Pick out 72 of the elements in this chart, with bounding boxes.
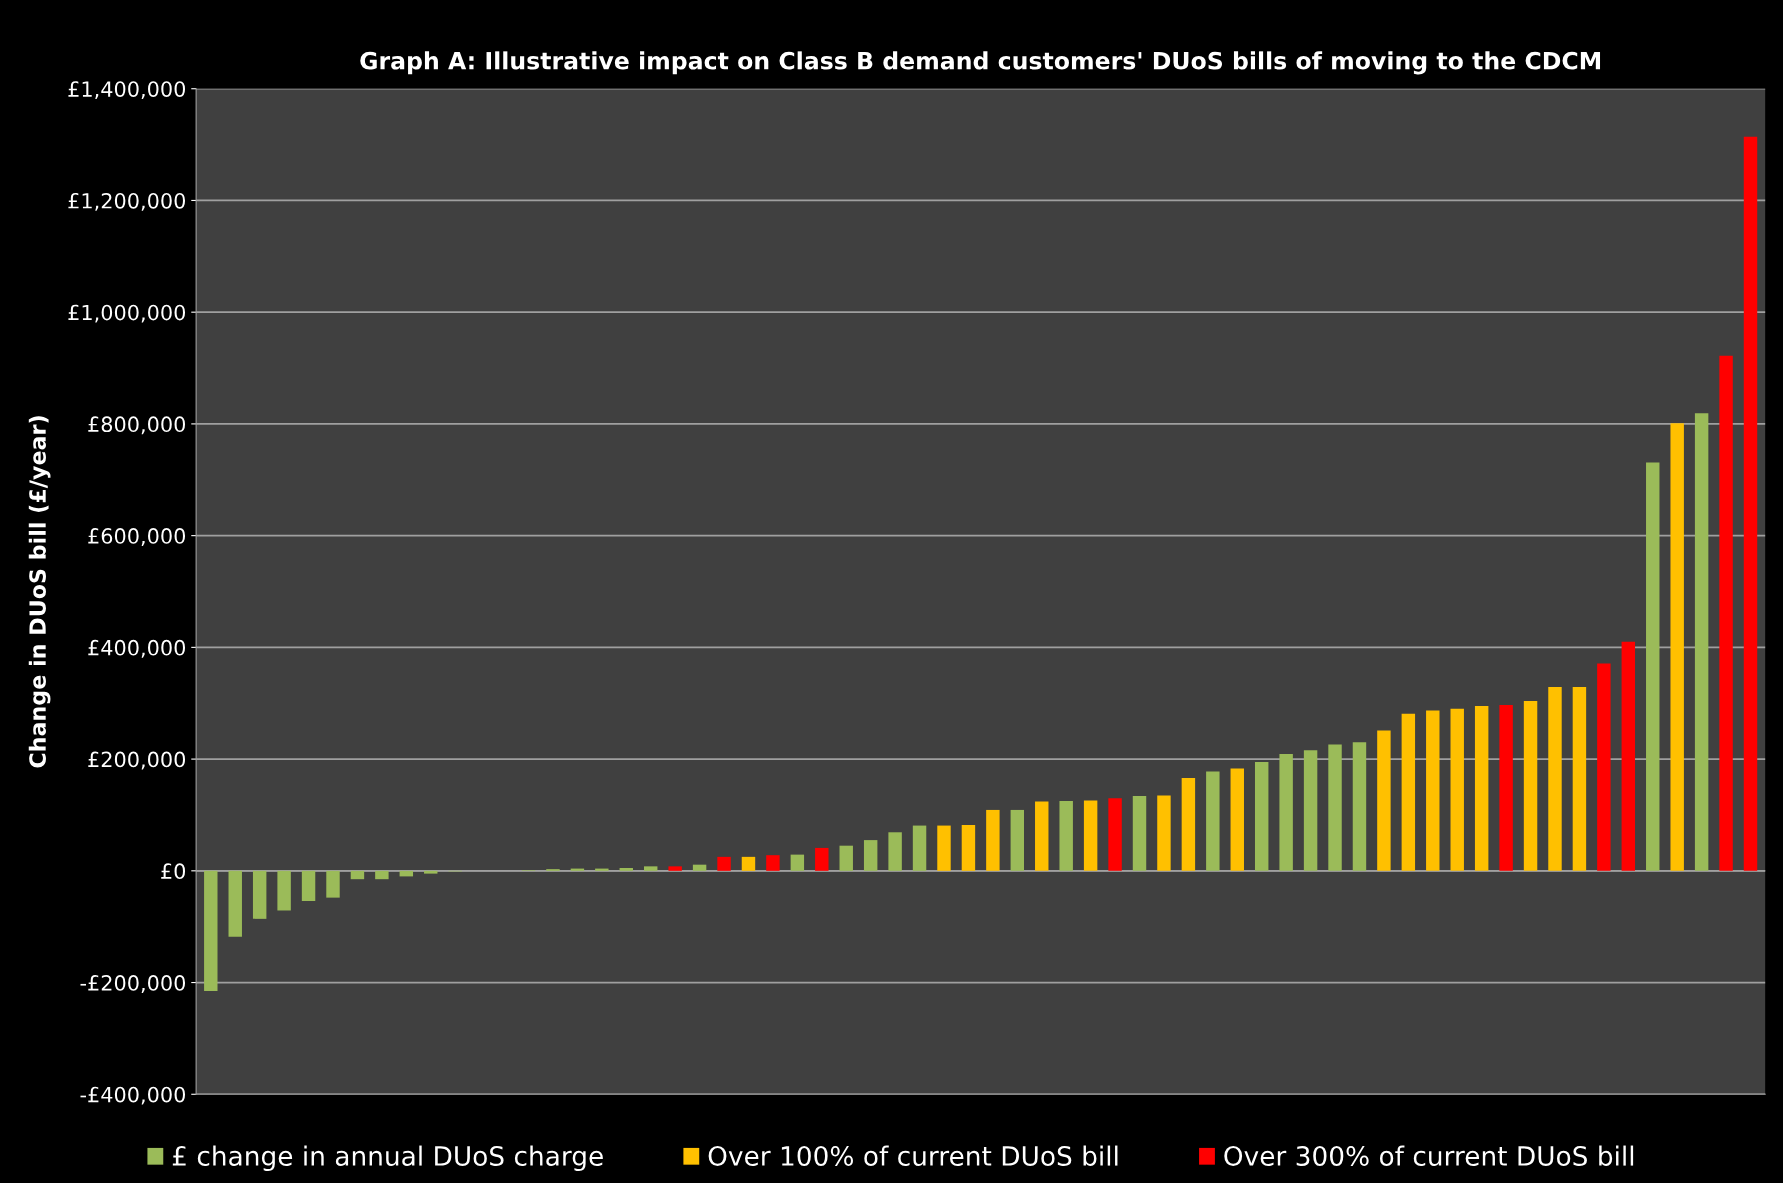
bar [1694, 413, 1709, 871]
bar [1328, 744, 1342, 871]
bar [961, 825, 976, 871]
y-tick-label: £800,000 [88, 416, 186, 435]
legend-label: Over 300% of current DUoS bill [1224, 1145, 1634, 1166]
bar [1548, 687, 1562, 871]
chart-title: Graph A: Illustrative impact on Class B demand customers' DUoS bills of moving to the CDCM [360, 51, 1601, 75]
bar [717, 856, 731, 871]
bar [1377, 730, 1391, 871]
y-tick-label: £1,400,000 [68, 81, 186, 100]
bar [1597, 663, 1611, 871]
bar [1132, 795, 1147, 871]
y-tick-label: £400,000 [88, 639, 186, 658]
bar [1230, 768, 1244, 871]
bar [790, 854, 805, 871]
bar [1206, 771, 1220, 871]
bar [1303, 750, 1318, 871]
y-tick-label: -£200,000 [80, 975, 186, 993]
bar [1743, 136, 1758, 871]
bar [1352, 742, 1367, 871]
bar [1572, 687, 1587, 871]
bar [643, 866, 658, 871]
bar [1719, 355, 1733, 871]
bar [766, 855, 780, 871]
bar [277, 870, 291, 911]
bar [986, 809, 1000, 871]
bar [937, 825, 951, 871]
bar [815, 847, 829, 871]
bar [839, 845, 853, 871]
legend-label: Over 100% of current DUoS bill [708, 1145, 1118, 1166]
bar [1083, 800, 1098, 871]
bar [1157, 795, 1171, 871]
bar [1035, 801, 1049, 871]
bar [424, 870, 438, 874]
bar [228, 870, 242, 937]
bar [1474, 706, 1489, 871]
bar [204, 870, 218, 991]
bar [1181, 778, 1196, 871]
bar [252, 870, 267, 919]
bar [1010, 809, 1025, 871]
bar [350, 870, 365, 880]
bar [1523, 700, 1538, 871]
bar [375, 870, 389, 880]
y-tick-label: £1,000,000 [68, 304, 186, 323]
y-tick-label: -£400,000 [80, 1086, 186, 1105]
bar [741, 856, 756, 871]
y-tick-label: £200,000 [88, 751, 186, 770]
bar [692, 864, 707, 871]
bar [1279, 754, 1293, 871]
bar [1499, 704, 1513, 871]
y-tick-label: £1,200,000 [68, 192, 186, 211]
bar [1621, 641, 1636, 871]
y-axis-title: Change in DUoS bill (£/year) [28, 416, 51, 768]
bar [912, 825, 927, 871]
bar [1401, 713, 1416, 871]
bar [1108, 798, 1122, 871]
bar [1670, 423, 1684, 871]
bar [1450, 708, 1464, 871]
bar [619, 868, 633, 871]
bar [595, 868, 609, 871]
bar [888, 832, 902, 871]
bar [301, 870, 316, 901]
bar [1059, 800, 1073, 871]
legend-label: £ change in annual DUoS charge [172, 1145, 603, 1172]
bar [668, 866, 682, 871]
bar [1426, 710, 1440, 871]
bar [863, 840, 878, 871]
bar [1254, 761, 1269, 871]
y-tick-label: £0 [161, 863, 186, 880]
y-tick-label: £600,000 [88, 528, 186, 546]
bar [1646, 462, 1660, 871]
bar [326, 870, 340, 898]
